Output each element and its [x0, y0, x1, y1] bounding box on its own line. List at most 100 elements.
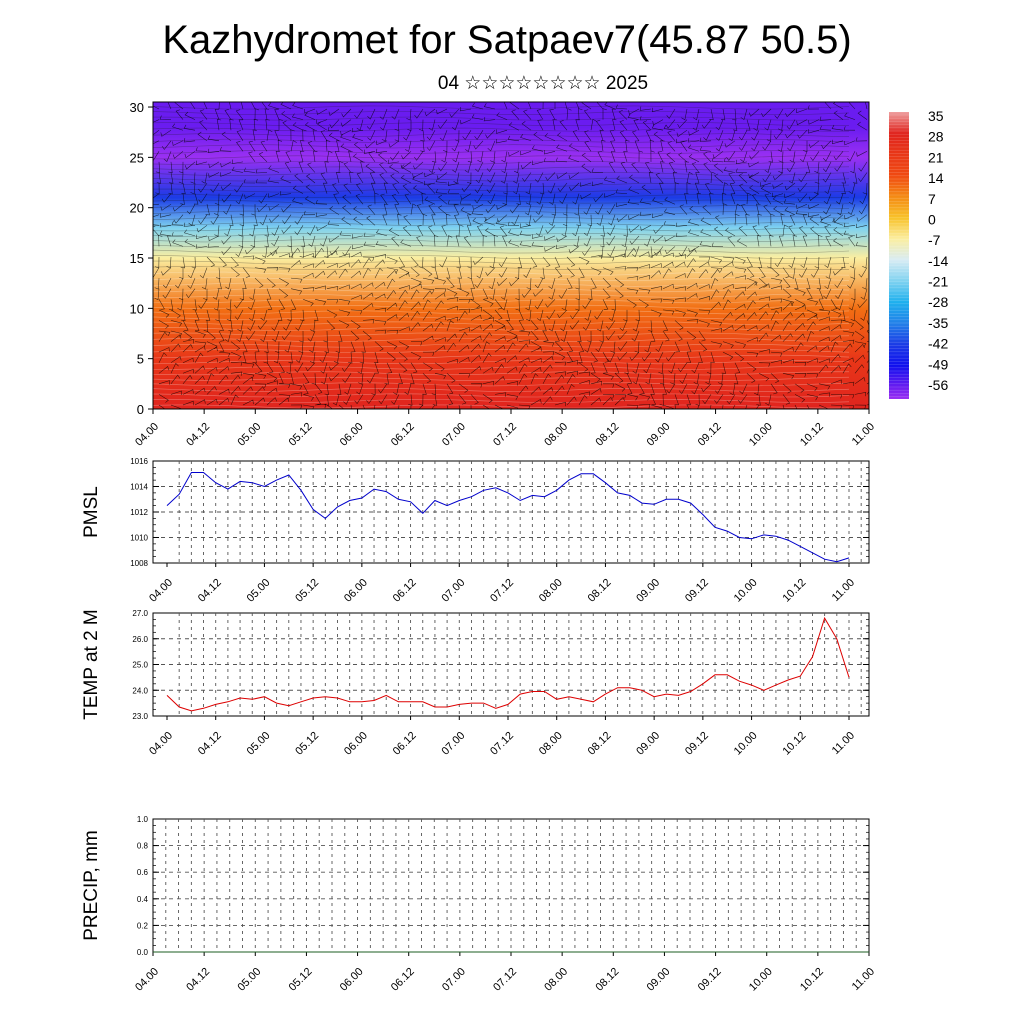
colorbar-label: 21 [928, 149, 944, 165]
time-tick-label: 07.00 [440, 966, 468, 994]
y-tick-label: 0.6 [137, 868, 149, 877]
time-tick-label: 10.00 [732, 730, 760, 758]
time-tick-label: 07.12 [488, 577, 516, 605]
height-tick-label: 25 [130, 150, 144, 165]
time-tick-label: 06.00 [338, 421, 366, 449]
colorbar-label: -35 [928, 315, 948, 331]
time-tick-label: 04.00 [147, 577, 175, 605]
colorbar-label: -14 [928, 253, 948, 269]
height-tick-label: 15 [130, 251, 144, 266]
colorbar-label: -21 [928, 274, 948, 290]
y-tick-label: 26.0 [132, 635, 148, 644]
colorbar-label: 28 [928, 129, 944, 145]
y-tick-label: 1008 [130, 559, 148, 568]
y-tick-label: 1014 [130, 483, 148, 492]
colorbar-label: 14 [928, 170, 944, 186]
time-tick-label: 10.12 [798, 966, 826, 994]
y-tick-label: 27.0 [132, 609, 148, 618]
y-tick-label: 23.0 [132, 712, 148, 721]
time-tick-label: 09.12 [696, 966, 724, 994]
chart-title: Kazhydromet for Satpaev7(45.87 50.5) [162, 18, 852, 62]
series-line [166, 472, 850, 563]
time-tick-label: 11.00 [850, 421, 877, 448]
wind-barbs [153, 102, 869, 409]
time-tick-label: 06.12 [391, 577, 419, 605]
time-tick-label: 05.12 [287, 966, 315, 994]
time-tick-label: 09.00 [634, 730, 662, 758]
time-tick-label: 11.00 [850, 966, 877, 993]
time-tick-label: 04.12 [184, 421, 212, 449]
colorbar-label: -49 [928, 356, 948, 372]
time-tick-label: 07.00 [439, 577, 467, 605]
y-axis-label: PRECIP, mm [81, 830, 102, 941]
cross-section-panel: 0 5 10 15 20 25 30 04.00 04.12 05.00 05.12 06.00 06… [130, 100, 949, 449]
y-tick-label: 1.0 [137, 815, 149, 824]
time-tick-label: 10.00 [747, 966, 775, 994]
time-tick-label: 04.00 [147, 730, 175, 758]
series-line [166, 616, 850, 712]
y-tick-label: 1012 [130, 508, 148, 517]
time-tick-label: 08.00 [537, 730, 565, 758]
time-tick-label: 08.00 [537, 577, 565, 605]
time-tick-label: 05.00 [245, 730, 273, 758]
time-tick-label: 05.12 [287, 421, 315, 449]
colorbar-label: 0 [928, 211, 936, 227]
time-tick-label: 06.12 [391, 730, 419, 758]
time-tick-label: 08.12 [593, 966, 621, 994]
colorbar-label: 35 [928, 108, 944, 124]
time-tick-label: 04.00 [133, 966, 161, 994]
time-tick-label: 10.00 [732, 577, 760, 605]
y-tick-label: 25.0 [132, 661, 148, 670]
colorbar-labels: 35 28 21 14 7 0 -7 -14 -21 -28 -35 -42 -49 -56 [928, 108, 948, 393]
y-tick-label: 0.0 [137, 948, 149, 957]
colorbar-label: -56 [928, 377, 948, 393]
y-tick-label: 1016 [130, 457, 148, 466]
time-tick-label: 06.00 [342, 577, 370, 605]
time-tick-label: 05.00 [235, 966, 263, 994]
time-tick-label: 10.00 [747, 421, 775, 449]
y-axis-label: PMSL [81, 486, 102, 538]
time-tick-label: 10.12 [780, 577, 808, 605]
time-tick-label: 09.12 [683, 730, 711, 758]
temp-2m-panel: 23.0 24.0 25.0 26.0 27.0 04.00 04.12 05.00 05.12… [81, 609, 870, 758]
pmsl-panel: 1008 1010 1012 1014 1016 04.00 04.12 05.00 05.12… [81, 457, 870, 605]
time-tick-label: 09.12 [696, 421, 724, 449]
y-axis-label: TEMP at 2 M [81, 609, 102, 720]
time-tick-label: 09.00 [645, 966, 673, 994]
height-tick-label: 5 [137, 352, 144, 367]
temperature-contour-lines [153, 105, 850, 409]
y-tick-label: 0.8 [137, 842, 149, 851]
time-tick-label: 06.12 [389, 421, 417, 449]
time-tick-label: 04.12 [196, 730, 224, 758]
time-tick-label: 10.12 [780, 730, 808, 758]
time-tick-label: 08.12 [586, 730, 614, 758]
y-tick-label: 0.4 [137, 895, 149, 904]
time-tick-label: 07.12 [491, 421, 519, 449]
time-tick-label: 05.00 [245, 577, 273, 605]
time-tick-label: 07.12 [491, 966, 519, 994]
y-tick-label: 0.2 [137, 921, 149, 930]
y-tick-label: 1010 [130, 534, 148, 543]
colorbar-label: -28 [928, 294, 948, 310]
colorbar-steps [889, 114, 909, 397]
time-tick-label: 06.12 [389, 966, 417, 994]
time-tick-label: 11.00 [830, 730, 857, 757]
time-tick-label: 07.12 [488, 730, 516, 758]
time-tick-label: 09.12 [683, 577, 711, 605]
colorbar-label: -7 [928, 232, 941, 248]
colorbar-label: 7 [928, 191, 936, 207]
time-tick-label: 08.12 [593, 421, 621, 449]
time-tick-label: 08.00 [542, 421, 570, 449]
time-tick-label: 07.00 [439, 730, 467, 758]
height-tick-label: 10 [130, 301, 144, 316]
height-tick-label: 20 [130, 201, 144, 216]
time-tick-label: 08.12 [586, 577, 614, 605]
height-axis: 0 5 10 15 20 25 30 [130, 100, 153, 417]
time-tick-label: 05.12 [293, 730, 321, 758]
time-tick-label: 06.00 [342, 730, 370, 758]
time-tick-label: 04.12 [196, 577, 224, 605]
height-tick-label: 0 [137, 402, 144, 417]
time-tick-label: 09.00 [645, 421, 673, 449]
y-tick-label: 24.0 [132, 686, 148, 695]
